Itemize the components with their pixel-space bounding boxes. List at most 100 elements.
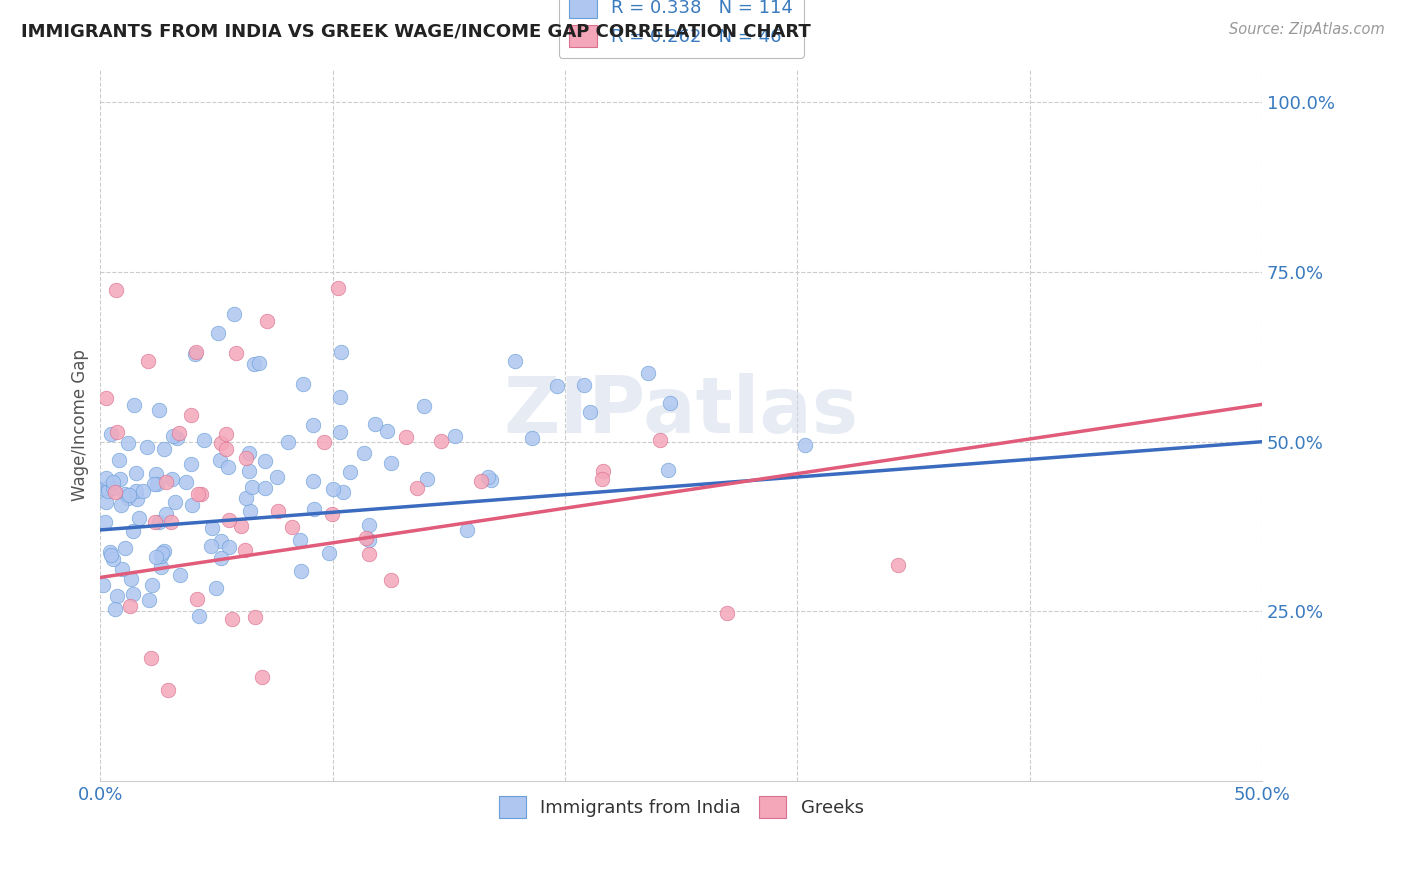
Point: [329, 425, 352, 439]
Point: [329, 345, 352, 359]
Point: [218, 541, 240, 555]
Point: [266, 470, 288, 484]
Point: [238, 464, 260, 478]
Point: [138, 593, 160, 607]
Point: [520, 431, 543, 445]
Text: IMMIGRANTS FROM INDIA VS GREEK WAGE/INCOME GAP CORRELATION CHART: IMMIGRANTS FROM INDIA VS GREEK WAGE/INCO…: [21, 22, 811, 40]
Point: [94, 471, 117, 485]
Point: [359, 547, 381, 561]
Point: [243, 357, 266, 371]
Point: [110, 562, 132, 576]
Point: [225, 345, 247, 359]
Point: [477, 470, 499, 484]
Point: [430, 434, 453, 449]
Point: [122, 587, 145, 601]
Point: [412, 399, 434, 413]
Point: [114, 487, 136, 501]
Point: [91, 577, 114, 591]
Point: [183, 347, 205, 361]
Point: [292, 377, 315, 392]
Point: [503, 353, 526, 368]
Point: [209, 551, 232, 566]
Point: [131, 484, 153, 499]
Point: [155, 475, 177, 490]
Point: [104, 283, 127, 297]
Point: [256, 314, 278, 328]
Point: [122, 524, 145, 538]
Text: ZIPatlas: ZIPatlas: [503, 373, 859, 449]
Point: [145, 467, 167, 482]
Point: [100, 549, 122, 563]
Point: [217, 459, 239, 474]
Y-axis label: Wage/Income Gap: Wage/Income Gap: [72, 349, 89, 500]
Point: [108, 453, 131, 467]
Point: [148, 515, 170, 529]
Point: [97, 483, 120, 498]
Point: [224, 307, 246, 321]
Point: [143, 515, 166, 529]
Point: [479, 473, 502, 487]
Point: [103, 475, 125, 490]
Point: [118, 487, 141, 501]
Point: [149, 549, 172, 564]
Point: [301, 418, 323, 433]
Point: [160, 472, 183, 486]
Point: [215, 442, 238, 457]
Point: [322, 483, 344, 497]
Point: [145, 549, 167, 564]
Point: [167, 425, 190, 440]
Point: [156, 682, 179, 697]
Point: [117, 435, 139, 450]
Point: [180, 457, 202, 471]
Point: [405, 481, 427, 495]
Point: [174, 475, 197, 489]
Point: [93, 516, 115, 530]
Point: [94, 392, 117, 406]
Point: [247, 356, 270, 370]
Point: [277, 435, 299, 450]
Point: [125, 492, 148, 507]
Point: [160, 516, 183, 530]
Point: [290, 564, 312, 578]
Point: [101, 552, 124, 566]
Point: [153, 544, 176, 558]
Point: [591, 472, 613, 486]
Point: [100, 427, 122, 442]
Point: [329, 391, 352, 405]
Point: [357, 533, 380, 547]
Point: [94, 494, 117, 508]
Point: [208, 453, 231, 467]
Point: [125, 484, 148, 499]
Point: [218, 512, 240, 526]
Point: [148, 403, 170, 417]
Legend: Immigrants from India, Greeks: Immigrants from India, Greeks: [492, 789, 870, 825]
Point: [648, 433, 671, 447]
Point: [139, 651, 162, 665]
Point: [637, 366, 659, 380]
Point: [375, 424, 398, 438]
Point: [357, 518, 380, 533]
Point: [238, 446, 260, 460]
Point: [110, 498, 132, 512]
Point: [470, 474, 492, 488]
Point: [221, 612, 243, 626]
Point: [579, 404, 602, 418]
Point: [205, 581, 228, 595]
Point: [380, 573, 402, 587]
Point: [321, 507, 343, 521]
Point: [572, 378, 595, 392]
Point: [235, 491, 257, 506]
Point: [380, 456, 402, 470]
Point: [93, 483, 115, 497]
Point: [250, 670, 273, 684]
Point: [187, 486, 209, 500]
Point: [354, 531, 377, 545]
Point: [353, 446, 375, 460]
Point: [150, 546, 173, 560]
Point: [200, 539, 222, 553]
Point: [304, 502, 326, 516]
Point: [110, 472, 132, 486]
Point: [166, 432, 188, 446]
Point: [209, 436, 232, 450]
Point: [98, 545, 121, 559]
